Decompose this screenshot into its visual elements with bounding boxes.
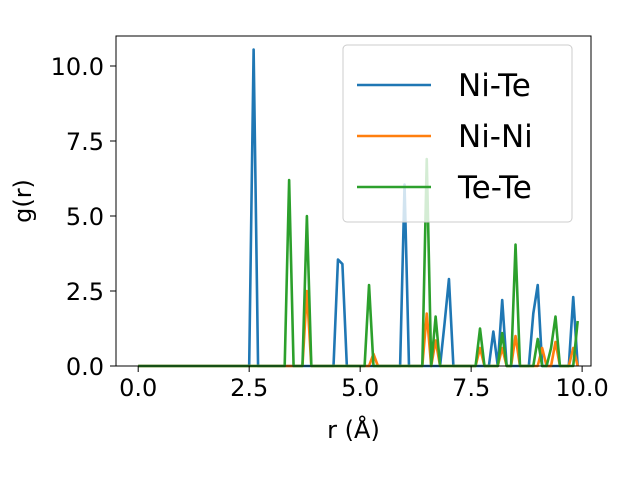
legend-label-te-te: Te-Te [457,170,532,206]
y-tick-label: 10.0 [51,53,104,81]
y-tick-label: 7.5 [66,128,104,156]
legend: Ni-Te Ni-Ni Te-Te [342,44,573,223]
y-tick-label: 2.5 [66,278,104,306]
legend-label-ni-te: Ni-Te [458,68,531,104]
x-tick-label: 0.0 [119,374,157,402]
plot-frame [115,35,592,367]
y-axis: 0.0 2.5 5.0 7.5 10.0 [51,53,116,381]
y-axis-label: g(r) [9,179,37,223]
x-tick-label: 5.0 [341,374,379,402]
legend-label-ni-ni: Ni-Ni [458,119,533,155]
x-tick-label: 7.5 [452,374,490,402]
x-tick-label: 2.5 [230,374,268,402]
x-axis: 0.0 2.5 5.0 7.5 10.0 [119,366,609,402]
y-tick-label: 5.0 [66,203,104,231]
x-axis-label: r (Å) [327,415,380,444]
legend-box [342,44,573,223]
y-tick-label: 0.0 [66,353,104,381]
x-tick-label: 10.0 [555,374,608,402]
